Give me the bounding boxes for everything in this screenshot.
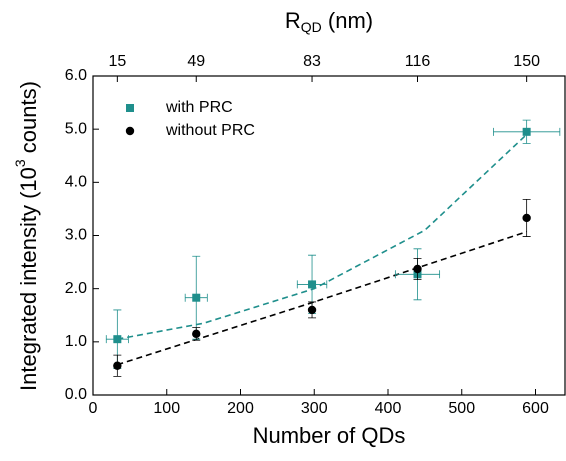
y-tick-label: 3.0 — [65, 227, 87, 244]
x2-tick-label: 15 — [108, 53, 126, 70]
x2-tick-label: 49 — [187, 53, 205, 70]
point — [307, 305, 317, 315]
legend-marker — [126, 104, 134, 112]
y-tick-label: 2.0 — [65, 280, 87, 297]
point — [192, 329, 201, 339]
plot-frame — [92, 75, 566, 396]
point — [192, 293, 201, 302]
fit-line — [117, 133, 528, 340]
x-tick-label: 100 — [153, 400, 180, 417]
top-label-sub: QD — [301, 19, 322, 35]
point — [522, 213, 531, 223]
x-tick-label: 500 — [448, 400, 475, 417]
y-tick-label: 5.0 — [65, 120, 87, 137]
legend-label: without PRC — [165, 122, 255, 139]
x2-tick-label: 116 — [405, 53, 431, 70]
point — [308, 280, 317, 289]
y-label-sup: 3 — [12, 159, 28, 167]
x-tick-label: 300 — [301, 400, 328, 417]
y-tick-label: 1.0 — [65, 333, 87, 350]
point — [413, 264, 422, 274]
top-label-part: R — [285, 8, 301, 33]
point — [113, 361, 122, 370]
x-tick-label: 400 — [375, 400, 402, 417]
legend-label: with PRC — [165, 99, 233, 116]
x2-tick-label: 150 — [513, 53, 540, 70]
x2-tick-label: 83 — [303, 53, 321, 70]
y-label-part: counts) — [16, 81, 41, 159]
point — [522, 127, 531, 136]
legend-marker — [125, 126, 135, 136]
y-axis-label: Integrated intensity (103 counts) — [12, 81, 41, 391]
y-tick-label: 6.0 — [65, 67, 87, 84]
x-tick-label: 0 — [89, 400, 98, 417]
point — [113, 335, 122, 344]
fit-line — [117, 231, 527, 366]
top-axis-label: RQD (nm) — [285, 8, 373, 35]
x-tick-label: 600 — [522, 400, 549, 417]
x-tick-label: 200 — [227, 400, 254, 417]
y-tick-label: 0.0 — [65, 386, 87, 403]
y-tick-label: 4.0 — [65, 174, 87, 191]
top-label-part: (nm) — [322, 8, 373, 33]
y-label-part: Integrated intensity (10 — [16, 167, 41, 391]
x-axis-label: Number of QDs — [253, 423, 406, 448]
